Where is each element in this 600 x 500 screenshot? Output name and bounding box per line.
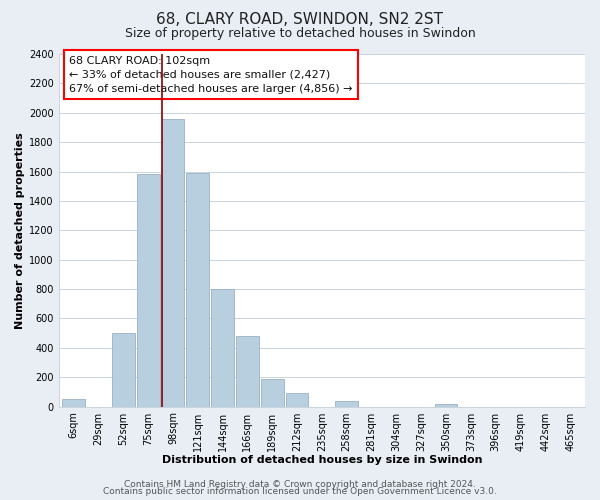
Text: 68 CLARY ROAD: 102sqm
← 33% of detached houses are smaller (2,427)
67% of semi-d: 68 CLARY ROAD: 102sqm ← 33% of detached … xyxy=(70,56,353,94)
Bar xyxy=(286,394,308,406)
Text: Contains HM Land Registry data © Crown copyright and database right 2024.: Contains HM Land Registry data © Crown c… xyxy=(124,480,476,489)
Bar xyxy=(236,336,259,406)
X-axis label: Distribution of detached houses by size in Swindon: Distribution of detached houses by size … xyxy=(161,455,482,465)
Bar xyxy=(137,174,160,406)
Bar xyxy=(211,289,234,406)
Text: Contains public sector information licensed under the Open Government Licence v3: Contains public sector information licen… xyxy=(103,487,497,496)
Text: Size of property relative to detached houses in Swindon: Size of property relative to detached ho… xyxy=(125,28,475,40)
Bar xyxy=(161,118,184,406)
Text: 68, CLARY ROAD, SWINDON, SN2 2ST: 68, CLARY ROAD, SWINDON, SN2 2ST xyxy=(157,12,443,28)
Bar xyxy=(112,333,135,406)
Y-axis label: Number of detached properties: Number of detached properties xyxy=(15,132,25,328)
Bar xyxy=(434,404,457,406)
Bar xyxy=(62,400,85,406)
Bar xyxy=(187,173,209,406)
Bar xyxy=(335,402,358,406)
Bar xyxy=(261,380,284,406)
